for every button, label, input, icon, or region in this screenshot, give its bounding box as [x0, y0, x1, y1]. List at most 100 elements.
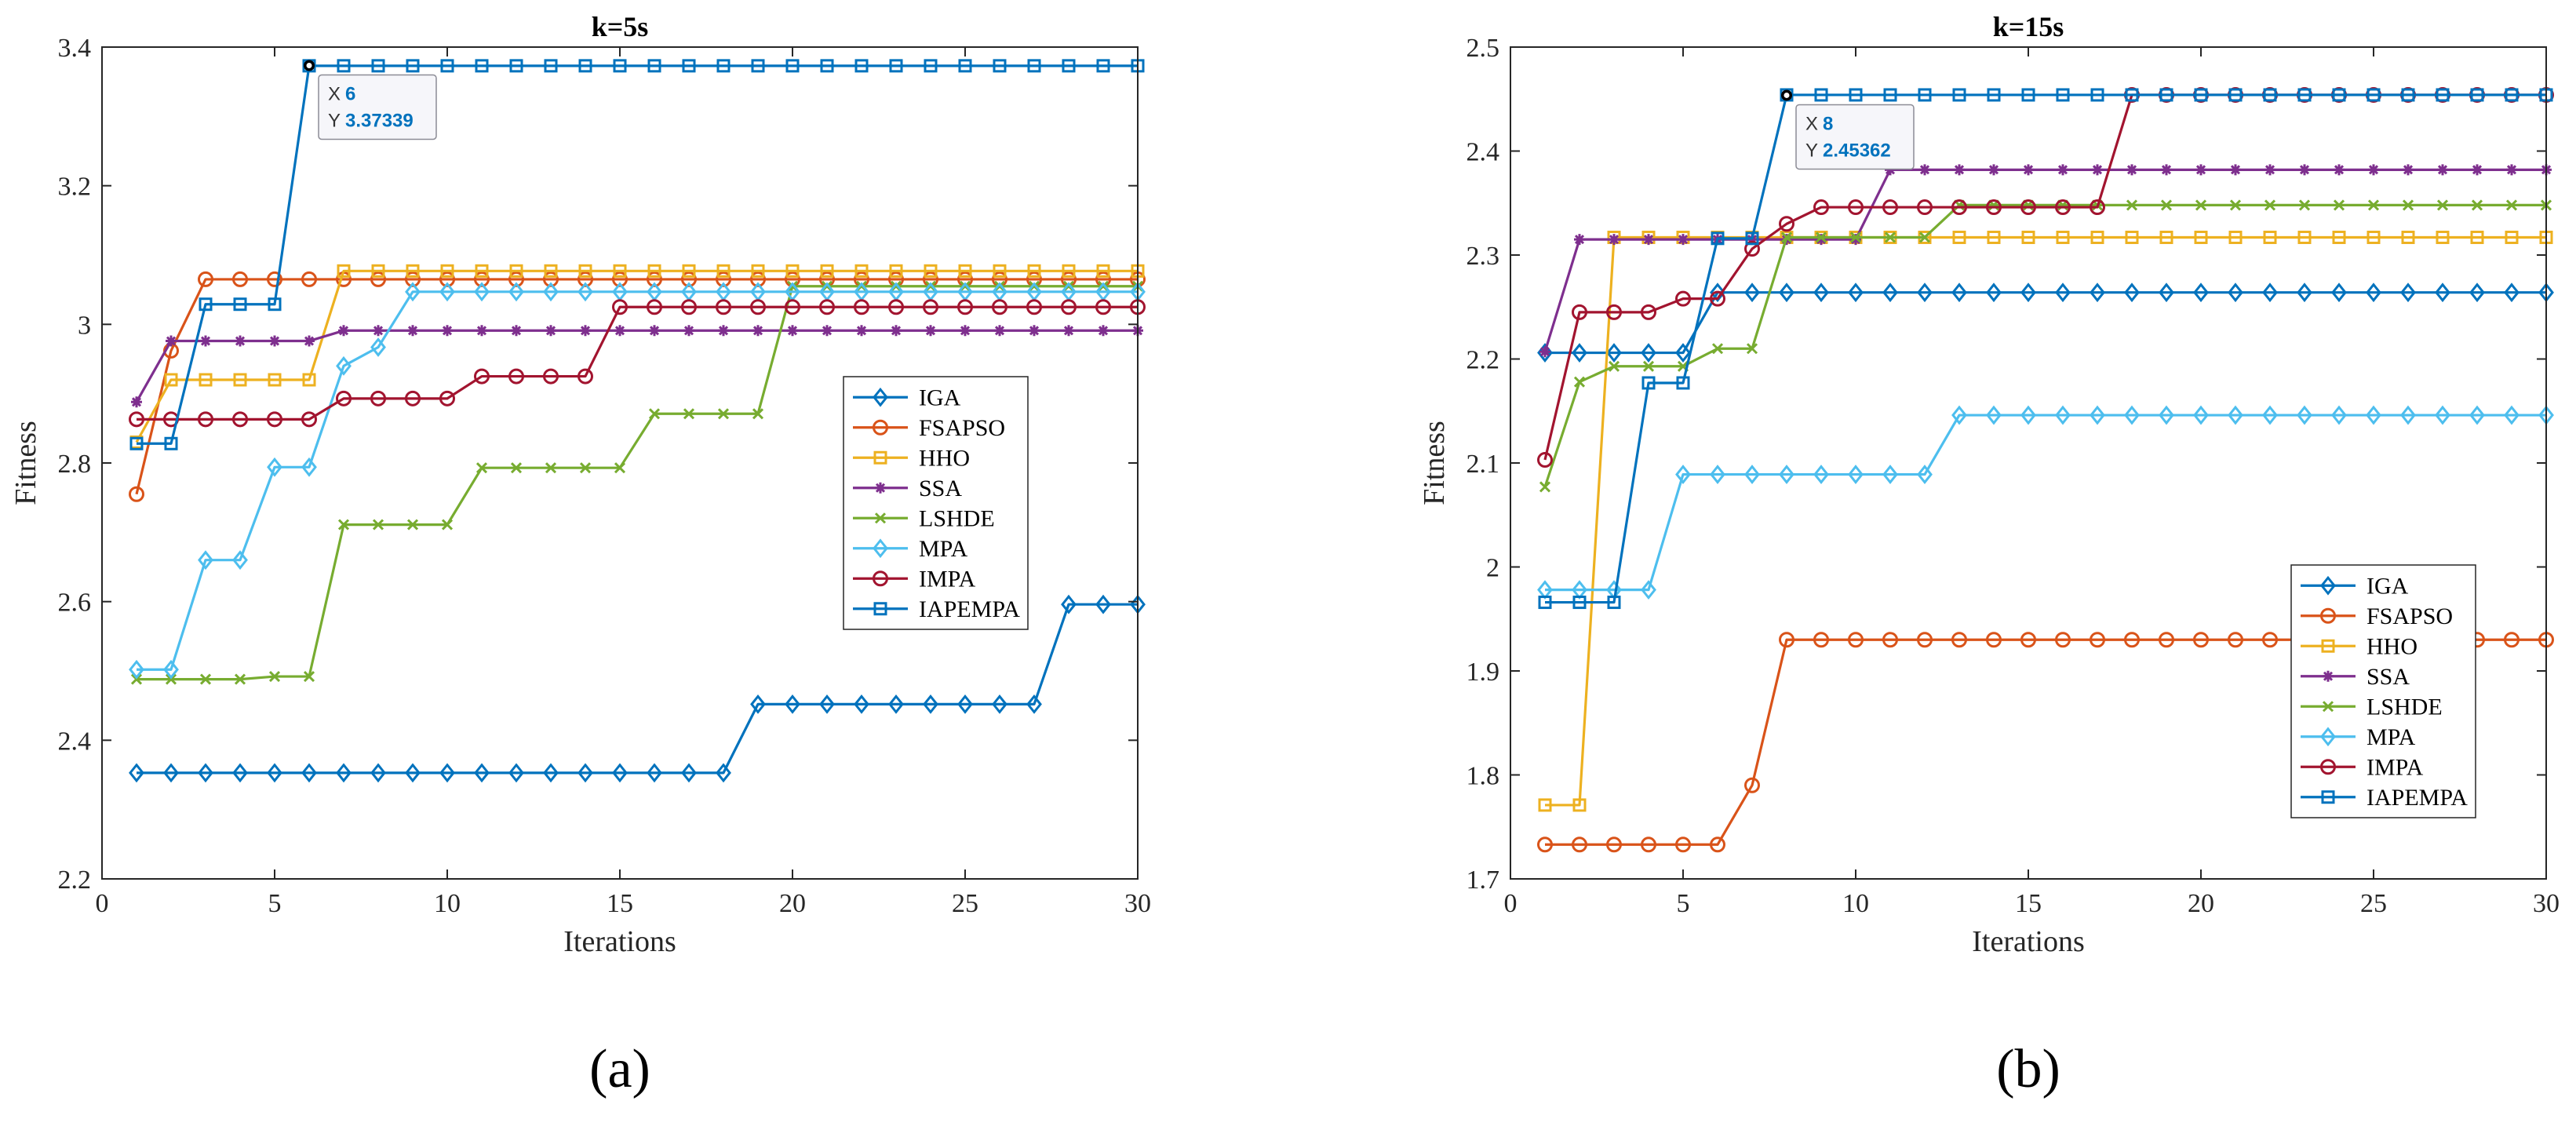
data-point-ssa — [2023, 164, 2034, 176]
y-tick-label: 1.8 — [1467, 762, 1500, 791]
data-point-ssa — [373, 325, 384, 337]
data-point-mpa — [370, 337, 386, 357]
data-point-impa — [854, 299, 869, 315]
data-point-iga — [612, 763, 628, 783]
data-point-hho — [233, 373, 247, 387]
data-point-lshde — [1849, 231, 1862, 243]
data-point-ssa — [1063, 325, 1074, 337]
data-point-mpa — [508, 282, 524, 302]
data-point-ssa — [407, 325, 418, 337]
data-point-impa — [1710, 290, 1725, 307]
data-point-hho — [854, 264, 869, 278]
data-point-iapempa — [406, 59, 420, 73]
data-point-lshde — [303, 671, 315, 683]
data-point-iapempa — [1062, 59, 1076, 73]
data-point-iapempa — [2297, 88, 2312, 102]
data-point-impa — [1779, 216, 1794, 232]
data-point-ssa — [1643, 234, 1654, 246]
data-point-fsapso — [2090, 632, 2105, 648]
data-point-iga — [336, 763, 352, 783]
data-point-hho — [371, 264, 385, 278]
y-tick-label: 2.5 — [1467, 34, 1500, 63]
data-point-fsapso — [198, 271, 213, 287]
data-point-iga — [647, 763, 662, 783]
panel-label: (b) — [1996, 1039, 2060, 1099]
data-point-iga — [2020, 282, 2036, 303]
data-point-mpa — [1813, 465, 1829, 484]
data-point-fsapso — [301, 271, 317, 287]
legend-label-ssa: SSA — [2366, 664, 2410, 690]
data-point-hho — [924, 264, 938, 278]
data-point-iga — [543, 763, 559, 783]
data-point-iga — [716, 763, 731, 783]
data-point-iga — [198, 763, 213, 783]
data-point-lshde — [545, 462, 557, 474]
data-point-iga — [785, 694, 800, 714]
data-point-fsapso — [474, 271, 490, 287]
data-point-iapempa — [647, 59, 661, 73]
legend-label-ssa: SSA — [919, 476, 962, 501]
data-point-mpa — [1986, 405, 2002, 425]
data-point-iapempa — [2159, 88, 2173, 102]
data-point-mpa — [1744, 465, 1760, 484]
data-point-hho — [544, 264, 558, 278]
data-point-mpa — [2020, 405, 2036, 425]
series-line-lshde — [1543, 203, 2546, 487]
data-point-lshde — [510, 462, 523, 474]
data-point-lshde — [2298, 199, 2311, 211]
data-point-lshde — [648, 408, 661, 420]
legend-label-hho: HHO — [919, 445, 970, 471]
data-point-hho — [337, 264, 351, 278]
data-point-lshde — [2160, 199, 2173, 211]
datatip-box — [318, 74, 437, 140]
data-point-fsapso — [681, 271, 697, 287]
data-point-lshde — [1711, 343, 1724, 355]
data-point-mpa — [198, 550, 213, 570]
data-point-iga — [1641, 343, 1656, 363]
y-tick-label: 2.6 — [58, 589, 92, 618]
data-point-ssa — [2506, 164, 2517, 176]
data-point-iapempa — [993, 59, 1007, 73]
data-point-iga — [2504, 282, 2520, 303]
legend-marker — [2320, 759, 2336, 775]
x-tick-label: 25 — [2360, 889, 2387, 918]
data-point-iga — [405, 763, 421, 783]
data-point-lshde — [1608, 360, 1620, 372]
data-point-hho — [440, 264, 454, 278]
data-point-impa — [1744, 241, 1760, 257]
data-point-ssa — [2437, 164, 2448, 176]
data-point-iapempa — [509, 59, 523, 73]
data-point-impa — [819, 299, 835, 315]
data-point-iapempa — [716, 59, 731, 73]
data-point-fsapso — [2228, 632, 2243, 648]
data-point-ssa — [1029, 325, 1040, 337]
data-point-mpa — [2469, 405, 2485, 425]
data-point-lshde — [337, 519, 350, 530]
data-point-iapempa — [2194, 88, 2208, 102]
y-axis-label: Fitness — [9, 421, 42, 505]
data-point-mpa — [1675, 465, 1691, 484]
series-ssa — [131, 325, 1143, 408]
data-point-lshde — [1746, 343, 1758, 355]
legend-label-impa: IMPA — [919, 566, 976, 592]
data-point-iapempa — [1607, 596, 1621, 610]
data-point-iga — [2469, 282, 2485, 303]
data-point-mpa — [163, 659, 179, 680]
data-point-iga — [2228, 282, 2243, 303]
data-point-iga — [1572, 343, 1587, 363]
x-tick-label: 15 — [2015, 889, 2042, 918]
y-tick-label: 2 — [1486, 554, 1499, 583]
data-point-hho — [406, 264, 420, 278]
data-point-lshde — [199, 673, 212, 685]
data-point-ssa — [1885, 164, 1896, 176]
data-point-iapempa — [1572, 596, 1587, 610]
data-point-impa — [1882, 199, 1898, 216]
data-point-mpa — [1848, 465, 1864, 484]
data-point-hho — [1538, 798, 1552, 812]
data-point-hho — [302, 373, 316, 387]
data-point-iapempa — [2228, 88, 2243, 102]
data-point-fsapso — [1641, 837, 1656, 853]
data-point-fsapso — [716, 271, 731, 287]
data-point-ssa — [338, 325, 349, 337]
datatip-point-center — [1784, 92, 1790, 98]
